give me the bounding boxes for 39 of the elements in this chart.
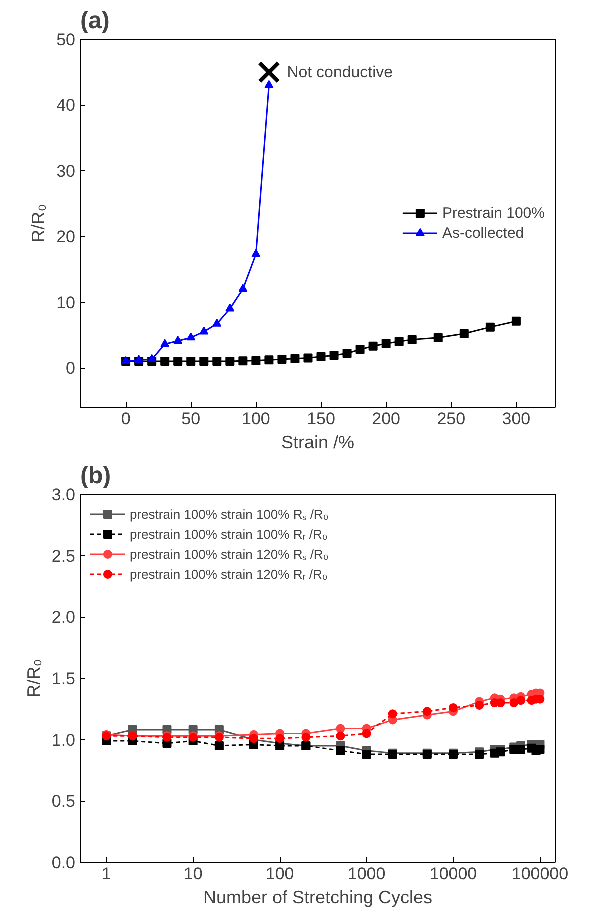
y-tick-label: 1.0 — [52, 730, 76, 750]
x-tick-label: 200 — [372, 410, 401, 428]
x-tick-label: 250 — [437, 410, 466, 428]
chart-title: (b) — [80, 462, 112, 490]
x-axis-title: Number of Stretching Cycles — [203, 888, 433, 908]
legend-label: prestrain 100% strain 120% Rᵣ /R₀ — [130, 566, 328, 582]
y-tick-label: 30 — [56, 162, 76, 181]
x-tick-label: 10000 — [430, 864, 478, 884]
y-tick-label: 0.0 — [52, 854, 76, 872]
y-axis-title: R/R₀ — [28, 204, 49, 243]
x-tick-label: 10 — [184, 864, 203, 884]
y-tick-label: 3.0 — [52, 486, 76, 504]
x-tick-label: 150 — [307, 410, 336, 428]
x-tick-label: 100 — [266, 864, 294, 884]
chart-title: (a) — [80, 8, 110, 34]
y-tick-label: 10 — [56, 293, 76, 312]
x-tick-label: 300 — [502, 410, 531, 428]
y-tick-label: 2.5 — [52, 546, 76, 566]
legend-label: prestrain 100% strain 100% Rᵣ /R₀ — [130, 526, 328, 542]
x-tick-label: 100000 — [512, 864, 569, 884]
y-tick-label: 1.5 — [52, 670, 76, 688]
y-axis-title: R/R₀ — [24, 659, 44, 698]
legend-label: Prestrain 100% — [442, 204, 545, 222]
x-tick-label: 1000 — [348, 864, 386, 884]
y-tick-label: 2.0 — [52, 608, 76, 628]
y-tick-label: 40 — [56, 96, 76, 116]
y-tick-label: 0.5 — [52, 792, 76, 812]
legend-label: prestrain 100% strain 120% Rₛ /R₀ — [130, 546, 329, 563]
y-tick-label: 0 — [66, 359, 76, 378]
legend-label: As-collected — [442, 224, 524, 242]
annotation: Not conductive — [287, 64, 394, 82]
legend-label: prestrain 100% strain 100% Rₛ /R₀ — [130, 506, 329, 523]
y-tick-label: 20 — [56, 228, 76, 247]
x-tick-label: 0 — [121, 410, 131, 428]
y-tick-label: 50 — [56, 30, 76, 50]
x-axis-title: Strain /% — [281, 432, 355, 452]
x-tick-label: 100 — [242, 410, 270, 428]
x-tick-label: 1 — [102, 864, 112, 884]
x-tick-label: 50 — [182, 410, 201, 428]
